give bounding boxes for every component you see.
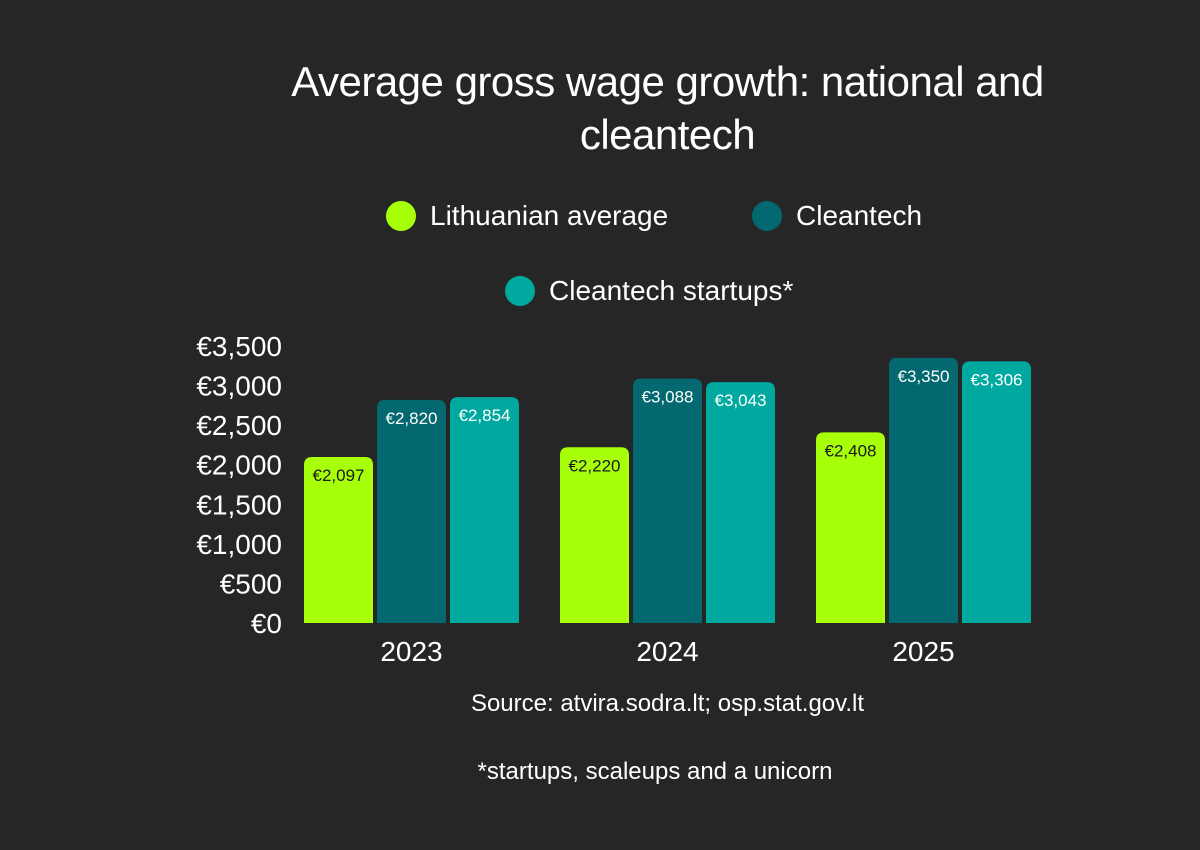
- legend-label-cleantech-startups: Cleantech startups*: [549, 275, 794, 306]
- y-tick-label: €3,000: [196, 371, 282, 402]
- y-tick-label: €3,500: [196, 331, 282, 362]
- x-tick-label: 2025: [892, 636, 954, 667]
- bar-value-label: €2,854: [459, 406, 511, 425]
- legend-label-cleantech: Cleantech: [796, 200, 923, 231]
- source-note: Source: atvira.sodra.lt; osp.stat.gov.lt: [470, 690, 865, 717]
- bar: [816, 432, 885, 623]
- legend-swatch-lithuanian-average: [386, 201, 416, 231]
- x-tick-label: 2024: [636, 636, 698, 667]
- chart-title: Average gross wage growth: national and …: [291, 58, 1044, 158]
- bar: [889, 357, 958, 623]
- bar-value-label: €3,043: [715, 391, 767, 410]
- bar-value-label: €3,088: [642, 388, 694, 407]
- bar-value-label: €2,220: [569, 456, 621, 475]
- bar: [962, 361, 1031, 623]
- bar: [304, 457, 373, 623]
- x-tick-label: 2023: [380, 636, 442, 667]
- y-tick-label: €500: [220, 568, 282, 599]
- bar: [560, 447, 629, 623]
- legend-item-lithuanian-average: Lithuanian average: [386, 196, 668, 236]
- bar: [450, 397, 519, 623]
- footnote: *startups, scaleups and a unicorn: [477, 758, 833, 785]
- y-tick-label: €1,000: [196, 529, 282, 560]
- bar-value-label: €3,350: [898, 367, 950, 386]
- legend-item-cleantech: Cleantech: [752, 196, 922, 236]
- bar: [377, 399, 446, 623]
- legend-label-lithuanian-average: Lithuanian average: [430, 200, 669, 231]
- bar: [633, 378, 702, 623]
- y-tick-label: €2,000: [196, 450, 282, 481]
- bar: [706, 382, 775, 623]
- legend-swatch-cleantech-startups: [505, 276, 535, 306]
- y-tick-label: €0: [251, 608, 282, 639]
- y-tick-label: €2,500: [196, 410, 282, 441]
- legend-swatch-cleantech: [752, 201, 782, 231]
- bar-value-label: €2,408: [825, 441, 877, 460]
- y-tick-label: €1,500: [196, 489, 282, 520]
- bar-value-label: €2,820: [386, 409, 438, 428]
- bar-value-label: €3,306: [971, 370, 1023, 389]
- legend-item-cleantech-startups: Cleantech startups*: [505, 271, 793, 311]
- bar-value-label: €2,097: [313, 466, 365, 485]
